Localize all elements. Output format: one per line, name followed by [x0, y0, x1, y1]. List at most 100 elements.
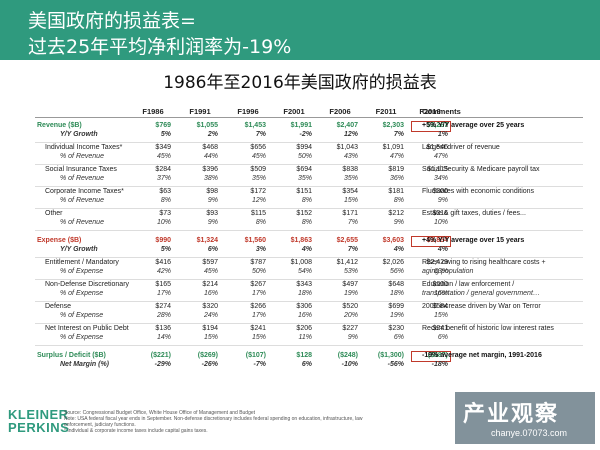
column-header: F1996 — [237, 107, 259, 116]
cell-value: $300 — [432, 188, 448, 195]
table-row: Y/Y Growth 5% 2% 7% -2% 12% 7% 1% — [0, 131, 600, 141]
kleiner-perkins-logo: KLEINER PERKINS — [8, 408, 69, 434]
cell-value: 2% — [207, 131, 218, 138]
row-label: Expense ($B) — [37, 237, 82, 244]
table-row: % of Revenue 8% 9% 12% 8% 15% 8% 9% — [0, 197, 600, 207]
header-divider — [35, 117, 583, 118]
cell-value: 56% — [389, 268, 404, 275]
cell-value: 6% — [207, 246, 218, 253]
row-label: % of Revenue — [60, 153, 104, 160]
cell-value: $2,407 — [336, 122, 358, 129]
cell-value: ($221) — [150, 352, 171, 359]
cell-value: $2,655 — [336, 237, 358, 244]
table-row: % of Revenue 45% 44% 45% 50% 43% 47% 47% — [0, 153, 600, 163]
column-header: F2011 — [375, 107, 397, 116]
cell-value: 1% — [437, 131, 448, 138]
cell-value: $230 — [388, 325, 404, 332]
cell-value: $172 — [250, 188, 266, 195]
cell-value: $990 — [155, 237, 171, 244]
row-label: Social Insurance Taxes — [45, 166, 117, 173]
row-label: % of Expense — [60, 312, 104, 319]
cell-value: 24% — [203, 312, 218, 319]
logo-line-2: PERKINS — [8, 420, 70, 435]
cell-value: $1,055 — [196, 122, 218, 129]
cell-value: $320 — [202, 303, 218, 310]
row-divider — [35, 257, 583, 258]
cell-value: $1,991 — [290, 122, 312, 129]
row-comment: 2006 increase driven by War on Terror — [422, 303, 541, 310]
table-row: Corporate Income Taxes* $63 $98 $172 $151 $35… — [0, 188, 600, 198]
cell-value: $819 — [388, 166, 404, 173]
row-comment: Social Security & Medicare payroll tax — [422, 166, 540, 173]
table-row: % of Expense 28% 24% 17% 16% 20% 19% 15% — [0, 312, 600, 322]
cell-value: 50% — [297, 153, 312, 160]
comments-header: Comments — [422, 107, 461, 116]
cell-value: $354 — [342, 188, 358, 195]
table-row: Social Insurance Taxes $284 $396 $509 $694 $8… — [0, 166, 600, 176]
cell-value: 28% — [156, 312, 171, 319]
row-label: Y/Y Growth — [60, 246, 98, 253]
row-comment: Fluctuates with economic conditions — [422, 188, 535, 195]
cell-value: 19% — [343, 290, 358, 297]
cell-value: $1,863 — [290, 237, 312, 244]
cell-value: 8% — [301, 219, 312, 226]
cell-value: 47% — [389, 153, 404, 160]
table-row: Revenue ($B) $769 $1,055 $1,453 $1,991 $2,407… — [0, 121, 600, 132]
cell-value: 16% — [433, 290, 448, 297]
cell-value: $266 — [250, 303, 266, 310]
cell-value: $2,429 — [426, 259, 448, 266]
row-divider — [35, 186, 583, 187]
cell-value: 15% — [343, 197, 358, 204]
column-header: F2001 — [283, 107, 305, 116]
cell-value: $1,043 — [336, 144, 358, 151]
cell-value: -10% — [341, 361, 358, 368]
cell-value: $416 — [155, 259, 171, 266]
watermark-url: chanye.07073.com — [491, 428, 568, 438]
cell-value: 6% — [393, 334, 404, 341]
cell-value: $73 — [159, 210, 171, 217]
cell-value: $63 — [159, 188, 171, 195]
table-row: Non-Defense Discretionary $165 $214 $267 $34… — [0, 281, 600, 291]
cell-value: 35% — [343, 175, 358, 182]
table-row: % of Revenue 10% 9% 8% 8% 7% 9% 10% — [0, 219, 600, 229]
row-divider — [35, 279, 583, 280]
cell-value: 7% — [347, 219, 358, 226]
cell-value: $194 — [202, 325, 218, 332]
table-row: Net Margin (%) -29% -26% -7% 6% -10% -56% -18% — [0, 361, 600, 371]
cell-value: $584 — [432, 303, 448, 310]
cell-value: $274 — [155, 303, 171, 310]
cell-value: 4% — [437, 246, 448, 253]
row-label: Corporate Income Taxes* — [45, 188, 124, 195]
highlight-box — [411, 121, 451, 132]
cell-value: $316 — [432, 210, 448, 217]
cell-value: $787 — [250, 259, 266, 266]
row-label: % of Expense — [60, 268, 104, 275]
footnotes: Source: Congressional Budget Office, Whi… — [64, 410, 424, 434]
cell-value: $227 — [342, 325, 358, 332]
cell-value: $343 — [296, 281, 312, 288]
row-comment: +4% Y/Y average over 15 years — [422, 237, 525, 244]
cell-value: ($248) — [337, 352, 358, 359]
cell-value: 42% — [156, 268, 171, 275]
cell-value: $306 — [296, 303, 312, 310]
cell-value: $241 — [250, 325, 266, 332]
cell-value: 6% — [437, 334, 448, 341]
cell-value: $152 — [296, 210, 312, 217]
row-divider — [35, 345, 583, 346]
column-header: F1991 — [189, 107, 211, 116]
row-label: Defense — [45, 303, 72, 310]
cell-value: $2,303 — [382, 122, 404, 129]
cell-value: -7% — [253, 361, 266, 368]
row-label: % of Revenue — [60, 197, 104, 204]
cell-value: $128 — [296, 352, 312, 359]
cell-value: $694 — [296, 166, 312, 173]
cell-value: $468 — [202, 144, 218, 151]
cell-value: $115 — [250, 210, 266, 217]
cell-value: -29% — [154, 361, 171, 368]
cell-value: 7% — [393, 131, 404, 138]
table-row: Net Interest on Public Debt $136 $194 $241 $… — [0, 325, 600, 335]
highlight-box — [411, 236, 451, 247]
row-label: Individual Income Taxes* — [45, 144, 123, 151]
cell-value: $520 — [342, 303, 358, 310]
cell-value: 47% — [433, 153, 448, 160]
